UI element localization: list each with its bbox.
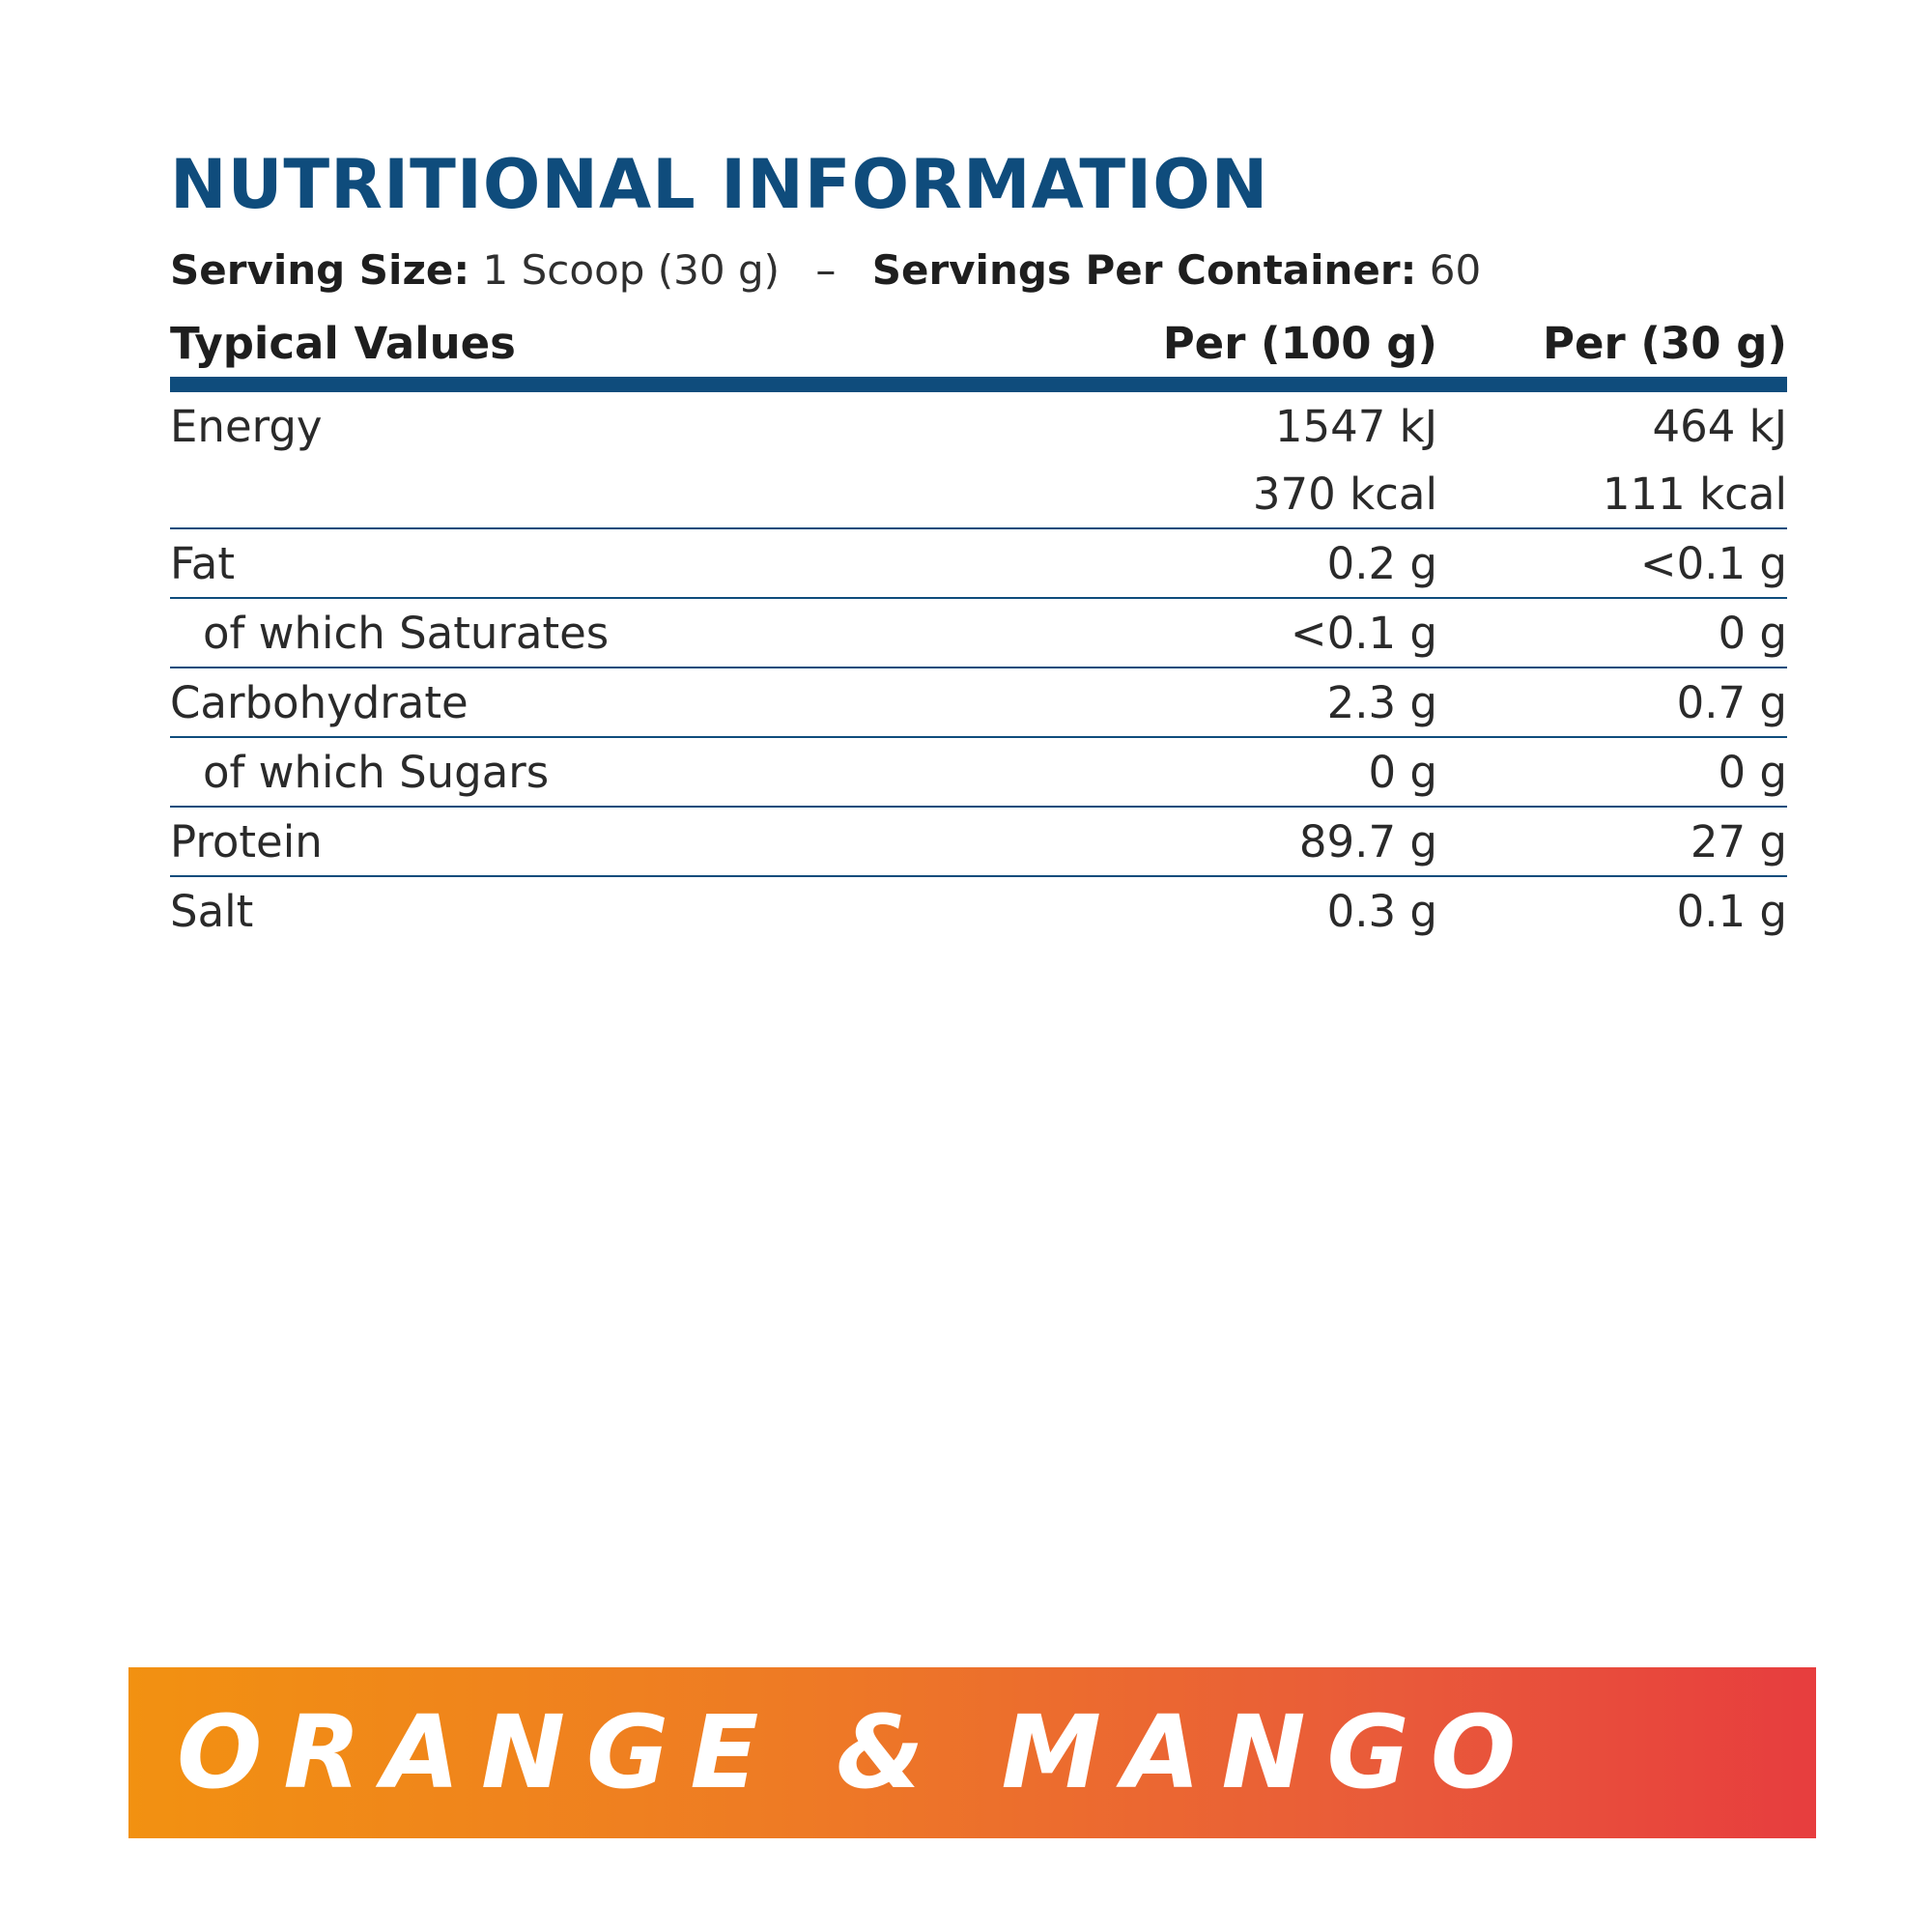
value-per-30g: 0.1 g	[1676, 885, 1787, 937]
value-per-100g: 0 g	[1136, 737, 1437, 808]
value-per-100g: 0.2 g	[1136, 528, 1437, 599]
nutrition-table: Typical Values Per (100 g) Per (30 g) En…	[170, 309, 1787, 945]
table-row: Energy 1547 kJ 464 kJ	[170, 384, 1787, 460]
table-row: of which Saturates <0.1 g 0 g	[170, 598, 1787, 668]
value-per-30g: <0.1 g	[1437, 528, 1787, 599]
value-per-100g: 89.7 g	[1136, 807, 1437, 877]
page-title: NUTRITIONAL INFORMATION	[170, 145, 1269, 224]
serving-size-value: 1 Scoop (30 g)	[482, 246, 780, 294]
serving-size-label: Serving Size:	[170, 246, 470, 294]
value-per-100g: 1547 kJ	[1274, 400, 1437, 452]
nutrient-name: of which Saturates	[170, 598, 1136, 668]
table-row: Salt 0.3 g 0.1 g	[170, 876, 1787, 945]
value-per-30g: 0 g	[1437, 598, 1787, 668]
nutrient-name: Salt	[170, 885, 254, 937]
nutrition-panel: NUTRITIONAL INFORMATION Serving Size: 1 …	[170, 145, 1787, 945]
value-per-100g: 0.3 g	[1326, 885, 1437, 937]
table-header-row: Typical Values Per (100 g) Per (30 g)	[170, 309, 1787, 392]
table-row: of which Sugars 0 g 0 g	[170, 737, 1787, 808]
serving-info: Serving Size: 1 Scoop (30 g) – Servings …	[170, 245, 1787, 296]
nutrient-name: Energy	[170, 400, 323, 452]
value-per-30g: 0 g	[1437, 737, 1787, 808]
nutrient-name: Protein	[170, 807, 1136, 877]
table-row: Protein 89.7 g 27 g	[170, 807, 1787, 877]
value-per-100g: 370 kcal	[1136, 460, 1437, 529]
nutrient-name: of which Sugars	[170, 737, 1136, 808]
table-row: 370 kcal 111 kcal	[170, 460, 1787, 529]
table-row: Carbohydrate 2.3 g 0.7 g	[170, 668, 1787, 738]
value-per-30g: 464 kJ	[1652, 400, 1787, 452]
flavor-banner: ORANGE & MANGO	[128, 1667, 1816, 1838]
header-per-100g: Per (100 g)	[1136, 309, 1437, 392]
value-per-100g: 2.3 g	[1136, 668, 1437, 738]
value-per-30g: 0.7 g	[1437, 668, 1787, 738]
header-per-30g: Per (30 g)	[1437, 309, 1787, 392]
header-typical-values: Typical Values	[170, 309, 1136, 392]
value-per-30g: 27 g	[1437, 807, 1787, 877]
value-per-30g: 111 kcal	[1437, 460, 1787, 529]
flavor-label: ORANGE & MANGO	[177, 1693, 1538, 1811]
nutrient-name	[170, 460, 1136, 529]
nutrient-name: Fat	[170, 528, 1136, 599]
nutrient-name: Carbohydrate	[170, 668, 1136, 738]
value-per-100g: <0.1 g	[1136, 598, 1437, 668]
serving-separator: –	[815, 246, 837, 294]
table-row: Fat 0.2 g <0.1 g	[170, 528, 1787, 599]
servings-per-container-value: 60	[1429, 246, 1482, 294]
servings-per-container-label: Servings Per Container:	[871, 246, 1417, 294]
